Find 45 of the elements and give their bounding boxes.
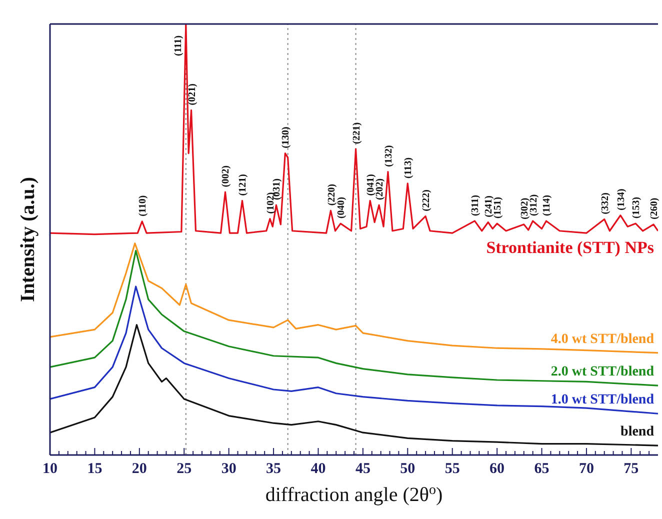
- x-tick-label: 55: [444, 461, 460, 477]
- annotation: (002): [220, 165, 232, 188]
- x-tick-label: 20: [132, 461, 147, 477]
- x-tick-label: 35: [266, 461, 282, 477]
- annotation: (302): [519, 198, 530, 220]
- x-axis-title: diffraction angle (2θ$^{o}$): [265, 482, 443, 506]
- annotation: (312): [528, 194, 540, 216]
- x-tick-label: 30: [221, 461, 236, 477]
- annotation: (040): [336, 196, 348, 219]
- x-tick-label: 75: [624, 461, 639, 477]
- series-label: 1.0 wt STT/blend: [550, 392, 654, 408]
- annotation: (221): [351, 122, 362, 144]
- annotation: (220): [326, 184, 338, 206]
- annotation: (222): [421, 190, 432, 212]
- annotation: (311): [470, 194, 482, 216]
- x-tick-label: 40: [310, 461, 326, 477]
- annotation: (153): [631, 196, 642, 219]
- series-label: Strontianite (STT) NPs: [486, 238, 654, 257]
- x-tick-label: 45: [355, 461, 370, 477]
- series-label: 4.0 wt STT/blend: [550, 332, 654, 347]
- annotation: (114): [542, 194, 553, 216]
- x-tick-label: 10: [42, 461, 58, 477]
- annotation: (151): [492, 196, 504, 219]
- series-label: 2.0 wt STT/blend: [550, 364, 654, 380]
- annotation: (130): [280, 126, 292, 148]
- x-tick-label: 15: [87, 461, 102, 477]
- annotation: (110): [138, 195, 149, 216]
- series-label: blend: [620, 424, 654, 440]
- x-tick-label: 50: [400, 461, 416, 477]
- annotation: (132): [383, 145, 394, 167]
- annotation: (241): [484, 196, 495, 218]
- annotation: (134): [616, 188, 627, 210]
- annotation: (121): [238, 174, 249, 196]
- x-tick-label: 70: [578, 461, 594, 477]
- annotation: (113): [403, 157, 414, 178]
- x-tick-label: 60: [490, 461, 505, 477]
- annotation: (021): [186, 84, 198, 106]
- y-axis-title: Intensity (a.u.): [17, 176, 39, 302]
- x-tick-label: 65: [534, 461, 550, 477]
- annotation: (041): [366, 174, 377, 196]
- annotation: (332): [600, 192, 611, 214]
- annotation: (260): [649, 198, 660, 220]
- annotation: (202): [374, 178, 386, 200]
- x-tick-label: 25: [176, 461, 192, 477]
- annotation: (111): [172, 35, 184, 56]
